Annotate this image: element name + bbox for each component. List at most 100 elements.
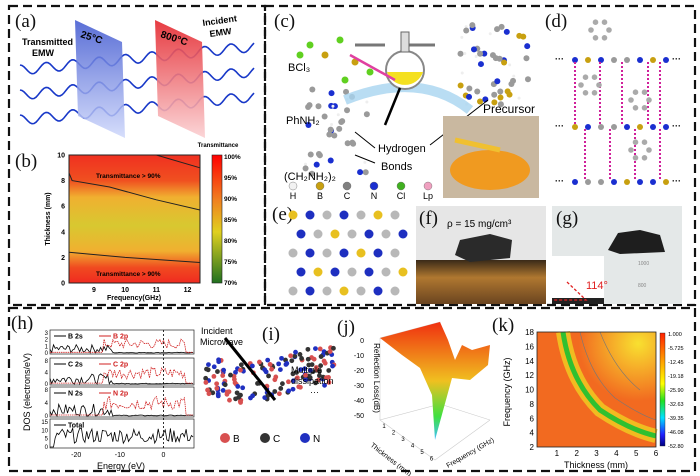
dos-line-B-2s [49,343,194,354]
atom-B [585,57,591,63]
atom-C [496,55,503,62]
atom-B [257,359,262,365]
x-tick: 2 [574,449,579,458]
legend-label: B 2p [113,334,128,341]
atom-C [349,139,356,146]
atom-N [585,124,591,130]
atom-C [611,124,617,130]
panel-label-g: (g) [556,208,578,229]
colorbar-ticks: 1.000 -5.725 -12.45 -19.18 -25.90 -32.63 -39.3… [668,332,684,450]
atom-C [294,370,299,375]
atom-N [206,362,211,367]
lattice-atom-N [305,210,315,220]
colorbar-tick: -46.08 [668,430,684,436]
atom-C [326,368,332,373]
atom-Cl [336,36,344,44]
x-axis-label: Energy (eV) [97,461,145,471]
x-tick: 5 [634,449,639,458]
molecule-models [296,22,531,177]
legend-label-C: C [344,191,351,201]
bonds-label: Bonds [381,161,413,173]
legend-swatch-Lp [423,181,433,191]
y-tick: 0 [45,445,49,451]
atom-C [363,111,370,118]
annotation-upper: Transmittance > 90% [96,173,161,180]
atom-C [290,371,296,377]
atom-N [215,393,221,399]
atom-B [317,346,323,352]
panel-c: (c) BCl₃ PhNH₂ (CH₂NH₂)₂ Hydrogen Bonds … [274,11,539,201]
panel-e: (e) [272,204,408,296]
atom-C [611,57,617,63]
colorbar-tick: -12.45 [668,360,684,366]
atom-C [491,91,498,98]
contact-angle-value: 114° [586,280,608,292]
atom-C [497,101,504,108]
lattice-atom-N [339,248,349,258]
atom-B [269,366,274,372]
atom-C [474,88,481,95]
z-tick: -30 [354,383,364,390]
ellipsis: ··· [555,176,564,186]
colorbar-title: Transmittance [198,143,239,149]
atom-B [220,373,226,378]
aerogel-sample [455,234,512,262]
atom-B [214,381,220,387]
atom-C [272,389,278,394]
legend-label-B: B [233,434,240,445]
atom-C [624,57,630,63]
atom-B [227,397,232,403]
thickness-tick: 4 [411,444,415,450]
atom-C [305,356,311,362]
atom-C [641,139,648,146]
panel-label-a: (a) [15,11,36,32]
atom-C [510,77,517,84]
y-tick: 4 [45,401,49,407]
incident-arrow [223,337,277,401]
atom-N [298,367,304,373]
x-tick: 0 [162,452,166,459]
atom-C [628,147,634,153]
atom-C [308,170,315,177]
atom-legend: H B C N Cl Lp [288,181,433,201]
y-tick: 2 [45,338,49,344]
legend-swatch-C [342,181,352,191]
transmittance-heatmap [68,154,201,284]
atom-B [276,391,282,397]
atom-Cl [296,51,304,59]
lattice-atom-C [356,210,366,220]
atom-N [302,366,308,372]
colorbar-tick: -19.18 [668,374,684,380]
multiple-label: Multiple [291,365,322,375]
lattice-atom-B [288,210,298,220]
atom-N [220,387,226,393]
colorbar-tick: 90% [224,196,237,203]
lattice-atom-B [398,267,408,277]
lattice-atom-C [390,248,400,258]
colorbar-tick: 85% [224,217,237,224]
transmitted-label: Transmitted [22,37,73,47]
lattice-atom-N [398,229,408,239]
lattice-atom-C [381,267,391,277]
y-tick: 16 [525,342,534,351]
atom-H [336,113,340,117]
legend-label: N 2s [68,391,83,398]
atom-C [641,154,648,161]
atom-N [572,179,578,185]
legend-label-H: H [290,191,297,201]
emw-waves [19,42,255,125]
floating-sample [608,230,665,254]
atom-C [297,352,303,357]
atom-N [303,377,308,383]
beaker-mark-1000: 1000 [638,261,649,267]
atom-C [489,52,496,59]
y-tick: 5 [45,437,49,443]
bcn-lattice [288,210,408,296]
x-tick: 1 [555,449,560,458]
atom-C [466,85,473,92]
atom-H [474,54,478,58]
